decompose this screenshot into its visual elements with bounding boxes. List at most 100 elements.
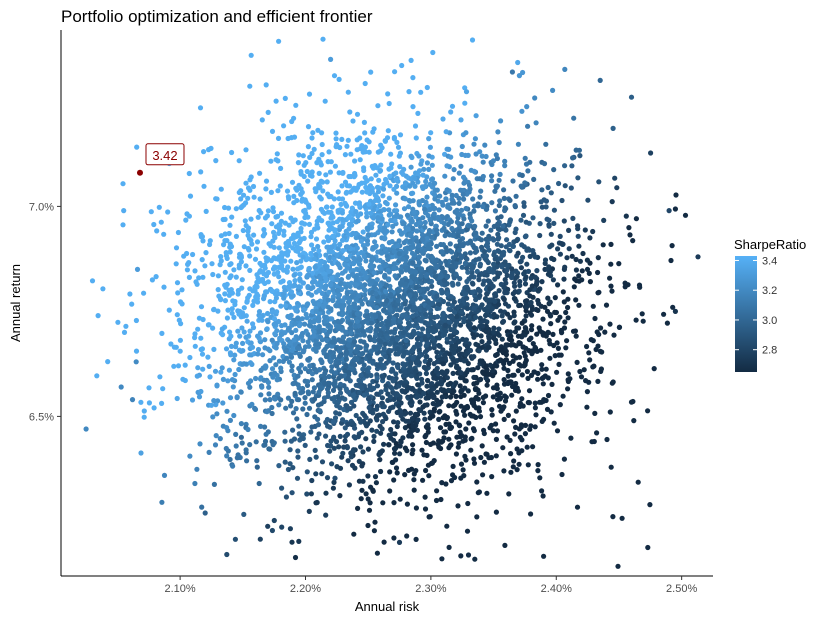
scatter-point [224,238,230,244]
scatter-point [445,301,451,307]
scatter-point [247,253,253,259]
scatter-point [454,411,460,417]
scatter-point [313,189,319,195]
scatter-point [343,330,349,336]
scatter-point [409,348,415,354]
scatter-point [535,468,541,474]
scatter-point [371,528,377,534]
scatter-point [361,332,367,338]
scatter-point [127,291,133,297]
scatter-point [478,237,484,243]
scatter-point [403,265,409,271]
scatter-point [577,153,583,159]
scatter-point [381,346,387,352]
scatter-point [236,265,242,271]
scatter-point [354,147,360,153]
scatter-point [240,340,246,346]
scatter-point [402,261,409,267]
scatter-point [173,344,179,350]
scatter-point [428,390,434,396]
scatter-point [619,515,625,521]
scatter-point [490,269,496,275]
scatter-point [278,279,284,285]
scatter-point [395,288,401,294]
scatter-point [488,281,494,287]
scatter-point [559,241,565,247]
scatter-point [278,210,285,216]
scatter-point [540,398,546,404]
scatter-point [256,309,263,315]
scatter-point [440,298,447,305]
scatter-point [607,321,613,327]
scatter-point [409,298,415,304]
scatter-point [477,288,483,294]
scatter-point [339,223,345,229]
scatter-point [340,170,346,176]
scatter-point [607,275,613,281]
scatter-point [528,275,534,281]
scatter-point [210,414,216,420]
scatter-point [211,398,217,404]
scatter-point [325,386,331,392]
scatter-point [396,153,402,159]
scatter-point [254,295,260,301]
scatter-point [604,436,610,443]
scatter-point [668,257,674,264]
scatter-point [327,349,333,355]
scatter-point [211,481,217,487]
scatter-point [361,146,367,152]
scatter-point [316,329,322,335]
scatter-point [292,278,298,284]
scatter-point [449,225,455,232]
scatter-point [477,149,483,155]
scatter-point [245,426,251,433]
scatter-point [291,283,297,289]
scatter-point [244,299,250,305]
scatter-point [261,293,267,299]
scatter-point [410,190,416,196]
scatter-point [494,241,500,247]
scatter-point [489,474,495,480]
scatter-point [564,255,570,261]
scatter-point [266,384,272,390]
scatter-point [510,418,517,424]
scatter-point [370,129,376,135]
scatter-point [465,388,471,394]
scatter-point [364,225,370,231]
scatter-point [416,254,422,260]
scatter-point [437,193,443,199]
scatter-point [325,297,331,303]
scatter-point [383,387,389,393]
scatter-point [459,151,465,158]
scatter-point [456,200,462,206]
scatter-point [283,494,289,500]
scatter-point [328,215,334,221]
scatter-point [426,166,432,172]
scatter-point [343,362,349,369]
scatter-point [527,159,533,165]
scatter-point [398,281,404,287]
scatter-point [273,362,279,368]
scatter-point [304,469,310,475]
scatter-point [464,305,470,312]
scatter-point [391,248,397,254]
scatter-point [329,249,336,255]
scatter-point [402,445,408,451]
scatter-point [508,451,514,457]
scatter-point [313,308,319,314]
scatter-point [430,401,436,407]
scatter-point [513,343,519,349]
scatter-point [240,361,246,367]
scatter-point [458,207,465,213]
scatter-point [296,385,302,391]
scatter-point [465,500,471,507]
scatter-point [474,514,480,520]
scatter-point [519,372,525,378]
scatter-point [460,467,466,473]
scatter-point [356,377,362,383]
scatter-point [648,150,654,156]
scatter-point [526,400,533,406]
scatter-point [395,243,401,249]
scatter-point [275,135,282,141]
scatter-point [358,496,364,502]
